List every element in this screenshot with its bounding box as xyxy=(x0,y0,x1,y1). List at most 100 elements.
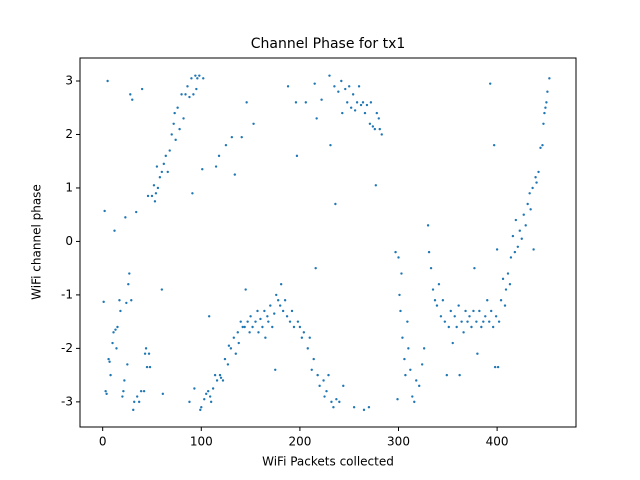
point xyxy=(304,101,308,104)
point xyxy=(368,122,372,125)
point xyxy=(514,218,518,222)
point xyxy=(411,395,414,398)
point xyxy=(541,143,544,147)
point xyxy=(166,170,169,174)
point xyxy=(455,325,458,329)
point xyxy=(130,299,133,302)
point xyxy=(281,309,285,313)
point xyxy=(170,133,173,136)
point xyxy=(257,331,260,334)
point xyxy=(198,74,201,77)
point xyxy=(470,325,473,329)
point xyxy=(233,173,237,176)
point xyxy=(248,331,251,334)
point xyxy=(497,320,501,323)
point xyxy=(123,379,126,382)
point xyxy=(148,365,152,369)
y-axis-label: WiFi channel phase xyxy=(30,184,44,300)
y-tick-label: 3 xyxy=(65,73,73,87)
point xyxy=(193,387,196,390)
point xyxy=(143,352,147,355)
point xyxy=(453,315,456,318)
point xyxy=(396,397,399,401)
point xyxy=(230,135,234,139)
point xyxy=(243,325,246,329)
point xyxy=(522,213,525,216)
point xyxy=(116,325,119,329)
point xyxy=(205,392,208,396)
point xyxy=(302,331,306,334)
point xyxy=(155,165,159,168)
point xyxy=(332,406,335,409)
point xyxy=(102,300,105,304)
point xyxy=(458,373,461,377)
point xyxy=(306,347,309,350)
point xyxy=(206,389,210,393)
point xyxy=(261,325,264,329)
point xyxy=(107,357,110,361)
point xyxy=(492,143,496,147)
point xyxy=(158,176,162,179)
y-tick-label: 1 xyxy=(65,180,73,194)
point xyxy=(478,309,481,313)
point xyxy=(508,283,512,286)
point xyxy=(211,387,215,390)
point xyxy=(133,400,136,404)
point xyxy=(191,192,194,195)
point xyxy=(420,363,424,366)
point xyxy=(318,384,321,388)
x-tick-label: 200 xyxy=(288,435,311,449)
point xyxy=(373,127,377,131)
point xyxy=(254,320,257,323)
point xyxy=(539,146,542,150)
point xyxy=(468,315,471,318)
point xyxy=(277,299,280,302)
point xyxy=(161,392,165,396)
point xyxy=(244,288,247,291)
point xyxy=(263,309,266,313)
point xyxy=(486,299,489,302)
point xyxy=(214,165,218,168)
point xyxy=(246,320,249,323)
point xyxy=(447,325,450,329)
point xyxy=(221,379,225,382)
point xyxy=(333,85,336,88)
point xyxy=(202,77,205,80)
point xyxy=(361,101,365,104)
point xyxy=(103,209,106,213)
point xyxy=(264,336,267,339)
point xyxy=(489,309,493,313)
point xyxy=(240,135,243,139)
point xyxy=(290,309,294,313)
point xyxy=(298,325,302,329)
point xyxy=(404,373,407,377)
point xyxy=(145,365,149,369)
point xyxy=(362,408,366,412)
point xyxy=(162,162,166,166)
point xyxy=(377,117,380,120)
point xyxy=(153,200,157,203)
point xyxy=(156,186,160,190)
point xyxy=(192,93,195,96)
point xyxy=(209,400,213,404)
point xyxy=(227,344,231,347)
point xyxy=(337,90,340,93)
point xyxy=(313,82,316,85)
point xyxy=(119,309,122,313)
point xyxy=(295,154,299,158)
point xyxy=(108,360,111,363)
point xyxy=(105,392,108,396)
point xyxy=(121,395,124,398)
y-tick-label: 2 xyxy=(65,127,73,141)
point xyxy=(542,122,545,125)
point xyxy=(369,101,373,104)
point xyxy=(320,98,323,101)
point xyxy=(288,320,292,323)
point xyxy=(409,368,412,371)
point xyxy=(548,77,551,80)
point xyxy=(140,87,144,91)
point xyxy=(400,272,403,275)
point xyxy=(349,106,353,109)
point xyxy=(464,309,467,313)
point xyxy=(124,216,127,219)
